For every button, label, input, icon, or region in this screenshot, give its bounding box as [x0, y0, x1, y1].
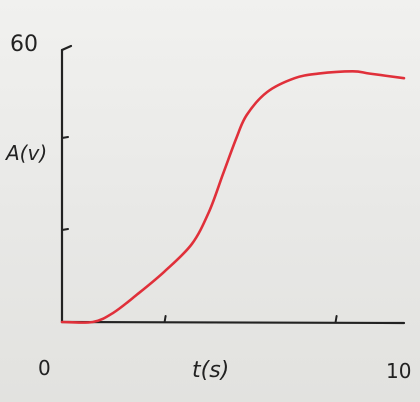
y-axis-label: A(v): [4, 141, 47, 165]
x-tick-label-10: 10: [386, 359, 411, 383]
x-axis-label: t(s): [192, 358, 229, 383]
x-tick-label-0: 0: [38, 356, 51, 380]
tick-marks: [61, 136, 338, 323]
series-line: [60, 70, 406, 324]
y-tick-20: [61, 228, 69, 231]
y-tick-label-60: 60: [10, 32, 38, 57]
x-tick-8: [334, 315, 338, 323]
y-axis-top-hook: [60, 44, 73, 52]
x-axis-line: [60, 320, 406, 325]
x-tick-3: [163, 315, 167, 323]
y-tick-40: [61, 136, 69, 139]
